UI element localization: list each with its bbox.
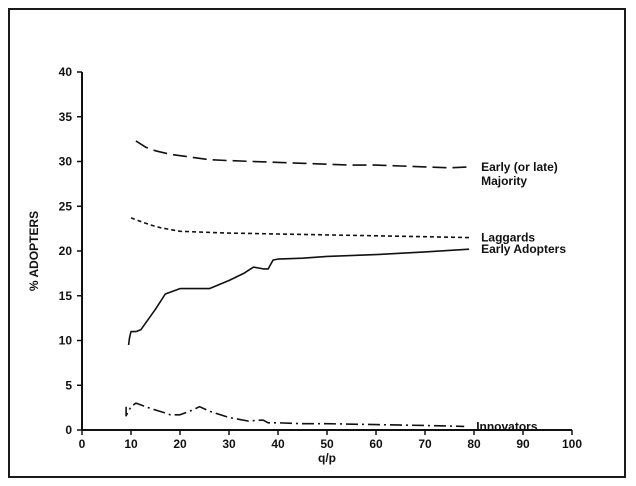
- series-line-innovators: [125, 402, 465, 428]
- y-tick-label: 0: [65, 423, 72, 437]
- series-label-laggards: Laggards: [481, 231, 535, 245]
- y-tick-label: 35: [59, 110, 73, 124]
- y-tick-label: 30: [59, 155, 73, 169]
- y-tick-label: 5: [65, 378, 72, 392]
- x-tick-label: 10: [124, 437, 138, 451]
- x-tick-label: 20: [173, 437, 187, 451]
- series-line-laggards: [130, 217, 470, 239]
- x-tick-label: 50: [320, 437, 334, 451]
- y-axis-title: % ADOPTERS: [27, 211, 41, 291]
- series-label-early-or-late-majority: Early (or late): [481, 160, 558, 174]
- x-tick-label: 80: [467, 437, 481, 451]
- y-tick-label: 20: [59, 244, 73, 258]
- y-axis-ticks: 0 5 10 15 20 25 30 35 40: [59, 65, 82, 437]
- series-label-early-or-late-majority: Majority: [481, 174, 527, 188]
- x-tick-label: 100: [562, 437, 582, 451]
- y-tick-label: 25: [59, 199, 73, 213]
- x-axis-title: q/p: [318, 451, 336, 465]
- series-label-early-adopters: Early Adopters: [481, 242, 566, 256]
- series-line-early-or-late-majority: [135, 140, 470, 169]
- chart-frame: [8, 8, 626, 478]
- x-tick-label: 0: [79, 437, 86, 451]
- x-tick-label: 60: [369, 437, 383, 451]
- x-tick-label: 70: [418, 437, 432, 451]
- x-tick-label: 40: [271, 437, 285, 451]
- series-lines: [125, 140, 470, 428]
- x-tick-label: 30: [222, 437, 236, 451]
- y-tick-label: 40: [59, 65, 73, 79]
- y-tick-label: 15: [59, 289, 73, 303]
- y-tick-label: 10: [59, 334, 73, 348]
- series-label-innovators: Innovators: [476, 419, 538, 433]
- x-axis-ticks: 0 10 20 30 40 50 60 70 80 90 100: [79, 430, 582, 451]
- series-line-early-adopters: [127, 248, 470, 346]
- x-tick-label: 90: [516, 437, 530, 451]
